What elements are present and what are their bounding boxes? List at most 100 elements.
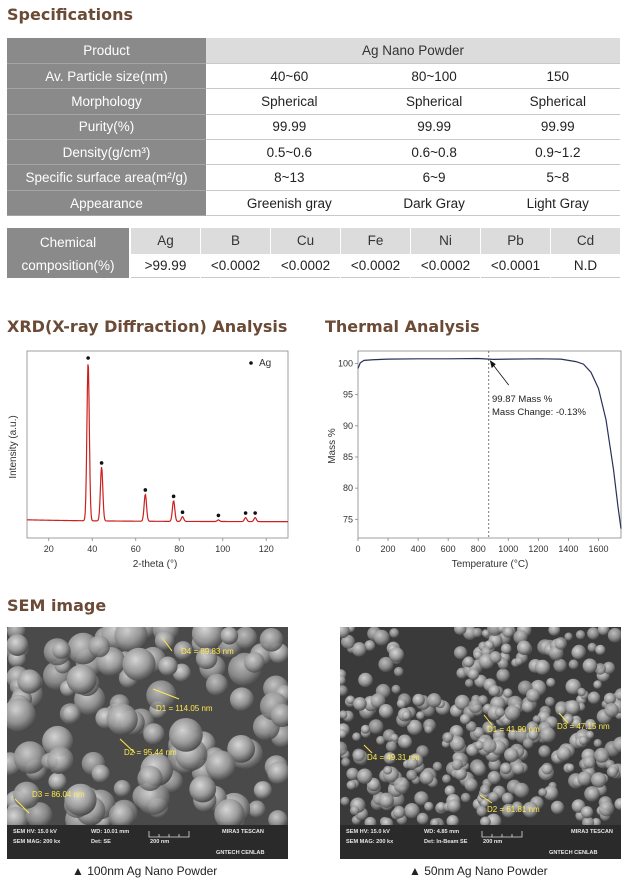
xrd-x-tick-label: 100 bbox=[215, 544, 230, 554]
sem-brand: MIRA3 TESCAN bbox=[222, 829, 264, 835]
thermal-x-tick-label: 200 bbox=[381, 544, 396, 554]
sem-detector: Det: SE bbox=[91, 839, 111, 845]
sem-detector: Det: In-Beam SE bbox=[424, 839, 468, 845]
spec-value: Light Gray bbox=[495, 190, 620, 217]
spec-label: Specific surface area(m²/g) bbox=[7, 164, 206, 191]
xrd-y-axis-label: Intensity (a.u.) bbox=[8, 415, 19, 478]
spec-label: Product bbox=[7, 38, 206, 64]
sem-measurement: D1 = 114.05 nm bbox=[156, 704, 213, 713]
sem-caption-50nm: ▲ 50nm Ag Nano Powder bbox=[409, 864, 548, 878]
chem-element: Ni bbox=[411, 228, 480, 254]
sem-scale-bar bbox=[481, 831, 523, 838]
spec-label: Av. Particle size(nm) bbox=[7, 63, 206, 90]
spec-value: Greenish gray bbox=[206, 190, 373, 217]
spec-value: 80~100 bbox=[372, 63, 496, 90]
specifications-title: Specifications bbox=[7, 5, 133, 24]
xrd-peak-marker bbox=[99, 461, 104, 465]
sem-lab: GNTECH CENLAB bbox=[216, 850, 265, 856]
thermal-x-tick-label: 1400 bbox=[558, 544, 578, 554]
chem-value: <0.0001 bbox=[481, 254, 550, 278]
sem-brand: MIRA3 TESCAN bbox=[571, 829, 613, 835]
sem-measurement: D4 = 89.83 nm bbox=[181, 647, 234, 656]
spec-row: Purity(%) 99.99 99.99 99.99 bbox=[7, 114, 620, 141]
chem-column-cd: Cd N.D bbox=[551, 228, 620, 278]
sem-scale-label: 200 nm bbox=[150, 839, 170, 845]
xrd-x-tick-label: 40 bbox=[87, 544, 97, 554]
sem-info-bar: SEM HV: 15.0 kV WD: 10.01 mm SEM MAG: 20… bbox=[7, 825, 288, 859]
chem-column-fe: Fe <0.0002 bbox=[341, 228, 410, 278]
thermal-x-tick-label: 600 bbox=[441, 544, 456, 554]
spec-value: 0.5~0.6 bbox=[206, 139, 373, 166]
thermal-x-tick-label: 1000 bbox=[498, 544, 518, 554]
chem-element: Pb bbox=[481, 228, 550, 254]
spec-value: 40~60 bbox=[206, 63, 373, 90]
spec-label: Density(g/cm³) bbox=[7, 139, 206, 166]
sem-hv: SEM HV: 15.0 kV bbox=[13, 829, 57, 835]
sem-wd: WD: 4.85 mm bbox=[424, 829, 460, 835]
chem-column-cu: Cu <0.0002 bbox=[271, 228, 340, 278]
thermal-chart: 0 200 400 600 800 1000 1200 1400 1600 75 80 85 90 95 1… bbox=[327, 350, 622, 570]
xrd-chart: 20 40 60 80 100 120 Ag 2-theta (°) Intensity … bbox=[8, 350, 289, 570]
spec-value: 5~8 bbox=[495, 164, 620, 191]
sem-measurement: D2 = 61.81 nm bbox=[487, 805, 540, 814]
spec-value: Spherical bbox=[495, 88, 620, 115]
thermal-y-tick-label: 80 bbox=[343, 483, 353, 493]
xrd-legend-label: Ag bbox=[259, 358, 271, 369]
thermal-annotation-arrow bbox=[491, 362, 510, 386]
thermal-series-line bbox=[357, 357, 622, 529]
thermal-x-tick-label: 400 bbox=[411, 544, 426, 554]
xrd-peak-marker bbox=[253, 511, 257, 515]
chem-element: Cu bbox=[271, 228, 340, 254]
xrd-x-tick-label: 60 bbox=[131, 544, 141, 554]
spec-value: 8~13 bbox=[206, 164, 373, 191]
spec-label: Morphology bbox=[7, 88, 206, 115]
sem-info-bar: SEM HV: 15.0 kV WD: 4.85 mm SEM MAG: 200… bbox=[340, 825, 621, 859]
sem-measurement: D3 = 86.04 nm bbox=[32, 790, 85, 799]
chem-value: <0.0002 bbox=[341, 254, 410, 278]
chemical-composition-table: Chemical composition(%) Ag >99.99 B <0.000… bbox=[7, 228, 620, 278]
spec-value: 6~9 bbox=[372, 164, 496, 191]
specifications-table: Product Ag Nano Powder Av. Particle size… bbox=[7, 38, 620, 217]
chem-value: N.D bbox=[551, 254, 620, 278]
spec-label: Appearance bbox=[7, 190, 206, 217]
spec-value: 99.99 bbox=[495, 114, 620, 141]
spec-row: Appearance Greenish gray Dark Gray Light… bbox=[7, 190, 620, 217]
chem-column-ag: Ag >99.99 bbox=[131, 228, 200, 278]
thermal-y-tick-label: 75 bbox=[343, 514, 353, 524]
sem-wd: WD: 10.01 mm bbox=[91, 829, 130, 835]
spec-row-product: Product Ag Nano Powder bbox=[7, 38, 620, 64]
xrd-peak-marker bbox=[216, 513, 221, 518]
spec-value: 150 bbox=[495, 63, 620, 90]
chem-element: B bbox=[201, 228, 270, 254]
sem-image-100nm: D4 = 89.83 nm D1 = 114.05 nm D2 = 95.44 … bbox=[7, 627, 288, 859]
thermal-annotation-line1: 99.87 Mass % bbox=[492, 394, 553, 405]
thermal-x-tick-label: 800 bbox=[471, 544, 486, 554]
thermal-x-axis-label: Temperature (°C) bbox=[452, 559, 529, 570]
sem-mag: SEM MAG: 200 kx bbox=[346, 839, 394, 845]
thermal-x-tick-label: 1600 bbox=[588, 544, 608, 554]
sem-scale-bar bbox=[148, 831, 190, 838]
thermal-x-tick-label: 0 bbox=[355, 544, 360, 554]
chem-value: <0.0002 bbox=[271, 254, 340, 278]
xrd-peak-marker bbox=[171, 494, 176, 499]
xrd-title: XRD(X-ray Diffraction) Analysis bbox=[7, 317, 288, 336]
chem-value: <0.0002 bbox=[201, 254, 270, 278]
xrd-peak-marker bbox=[243, 511, 248, 515]
thermal-y-tick-label: 95 bbox=[343, 390, 353, 400]
thermal-annotation-line2: Mass Change: -0.13% bbox=[492, 407, 587, 418]
thermal-y-axis-label: Mass % bbox=[327, 428, 338, 464]
xrd-peak-marker bbox=[180, 510, 185, 515]
xrd-plot-frame bbox=[26, 350, 289, 539]
sem-measurement: D2 = 95.44 nm bbox=[124, 748, 177, 757]
sem-hv: SEM HV: 15.0 kV bbox=[346, 829, 390, 835]
spec-value: 99.99 bbox=[372, 114, 496, 141]
thermal-x-tick-label: 1200 bbox=[528, 544, 548, 554]
spec-row: Specific surface area(m²/g) 8~13 6~9 5~8 bbox=[7, 164, 620, 191]
xrd-x-tick-label: 120 bbox=[259, 544, 274, 554]
sem-scale-label: 200 nm bbox=[483, 839, 503, 845]
xrd-peak-marker bbox=[143, 488, 148, 492]
chem-column-pb: Pb <0.0001 bbox=[481, 228, 550, 278]
sem-caption-100nm: ▲ 100nm Ag Nano Powder bbox=[72, 864, 218, 878]
spec-value: 99.99 bbox=[206, 114, 373, 141]
sem-particles-texture bbox=[340, 627, 621, 825]
